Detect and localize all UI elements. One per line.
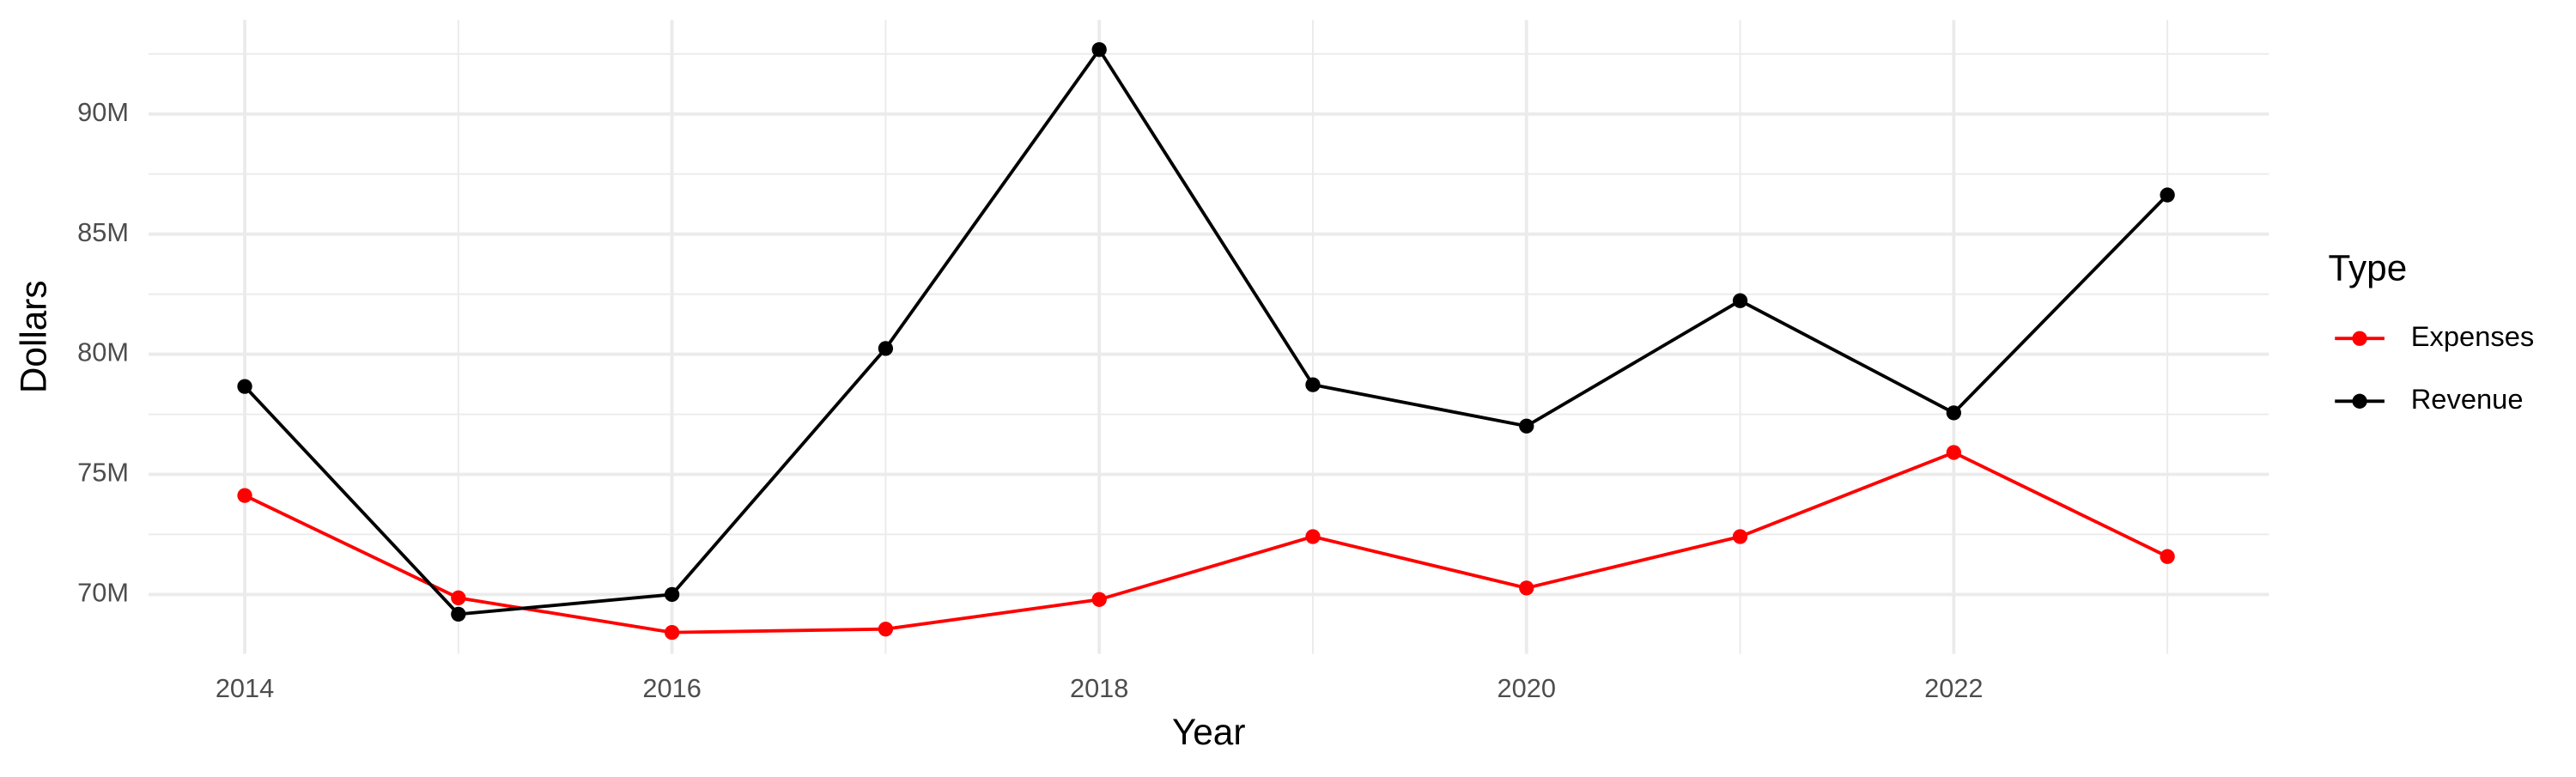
legend-title: Type bbox=[2329, 248, 2408, 288]
y-tick-label: 90M bbox=[77, 97, 129, 127]
data-point bbox=[2160, 187, 2175, 203]
x-tick-label: 2016 bbox=[642, 673, 701, 703]
data-point bbox=[2160, 549, 2175, 564]
data-point bbox=[1519, 580, 1534, 596]
data-point bbox=[664, 624, 680, 640]
x-tick-label: 2014 bbox=[216, 673, 274, 703]
y-tick-label: 70M bbox=[77, 578, 129, 608]
data-point bbox=[1946, 405, 1961, 421]
x-tick-label: 2022 bbox=[1924, 673, 1983, 703]
series-line bbox=[243, 46, 2169, 616]
x-tick-label: 2018 bbox=[1070, 673, 1128, 703]
data-point bbox=[451, 590, 466, 605]
data-point bbox=[237, 488, 252, 503]
data-point bbox=[878, 341, 894, 356]
data-point bbox=[237, 379, 252, 394]
data-point bbox=[1305, 377, 1321, 392]
data-point bbox=[1732, 293, 1748, 308]
x-tick-label: 2020 bbox=[1498, 673, 1556, 703]
y-tick-label: 80M bbox=[77, 337, 129, 367]
data-point bbox=[664, 586, 680, 603]
data-point bbox=[1946, 445, 1961, 460]
data-point bbox=[1519, 418, 1534, 434]
legend-label: Expenses bbox=[2411, 320, 2535, 352]
y-tick-label: 85M bbox=[77, 217, 129, 247]
data-point bbox=[1091, 42, 1107, 58]
y-tick-label: 75M bbox=[77, 458, 129, 488]
legend-key-point bbox=[2352, 393, 2367, 409]
legend-key-point bbox=[2352, 331, 2367, 346]
data-point bbox=[878, 622, 894, 637]
data-point bbox=[1305, 529, 1321, 544]
data-point bbox=[451, 606, 466, 622]
series-line bbox=[244, 450, 2168, 634]
legend-label: Revenue bbox=[2411, 383, 2524, 415]
data-point bbox=[1732, 529, 1748, 544]
y-axis-label: Dollars bbox=[13, 280, 53, 393]
x-axis-label: Year bbox=[1172, 712, 1245, 752]
data-point bbox=[1091, 592, 1107, 607]
